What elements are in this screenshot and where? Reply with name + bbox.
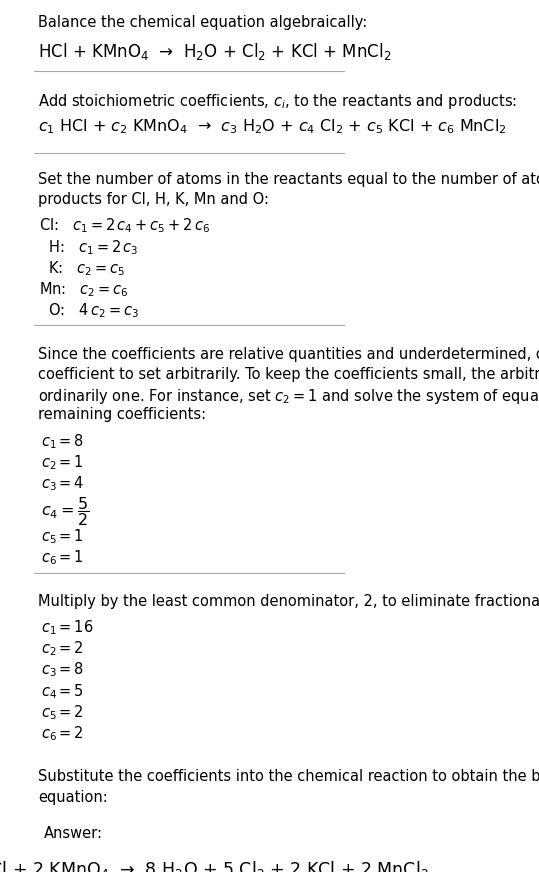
Text: coefficient to set arbitrarily. To keep the coefficients small, the arbitrary va: coefficient to set arbitrarily. To keep … — [38, 367, 539, 382]
Text: O:   $4\,c_2 = c_3$: O: $4\,c_2 = c_3$ — [39, 301, 139, 320]
Text: $c_4 = \dfrac{5}{2}$: $c_4 = \dfrac{5}{2}$ — [41, 495, 89, 528]
Text: Cl:   $c_1 = 2\,c_4 + c_5 + 2\,c_6$: Cl: $c_1 = 2\,c_4 + c_5 + 2\,c_6$ — [39, 217, 210, 235]
Text: $c_3 = 4$: $c_3 = 4$ — [41, 474, 84, 493]
Text: $c_6 = 1$: $c_6 = 1$ — [41, 548, 84, 568]
Text: Multiply by the least common denominator, 2, to eliminate fractional coefficient: Multiply by the least common denominator… — [38, 594, 539, 610]
Text: H:   $c_1 = 2\,c_3$: H: $c_1 = 2\,c_3$ — [39, 238, 139, 256]
Text: $c_1 = 16$: $c_1 = 16$ — [41, 618, 94, 637]
Text: ordinarily one. For instance, set $c_2 = 1$ and solve the system of equations fo: ordinarily one. For instance, set $c_2 =… — [38, 387, 539, 406]
Text: $c_3 = 8$: $c_3 = 8$ — [41, 661, 84, 679]
Text: $c_2 = 2$: $c_2 = 2$ — [41, 639, 84, 658]
Text: Mn:   $c_2 = c_6$: Mn: $c_2 = c_6$ — [39, 280, 129, 299]
Text: Since the coefficients are relative quantities and underdetermined, choose a: Since the coefficients are relative quan… — [38, 346, 539, 362]
Text: HCl + KMnO$_4$  →  H$_2$O + Cl$_2$ + KCl + MnCl$_2$: HCl + KMnO$_4$ → H$_2$O + Cl$_2$ + KCl +… — [38, 41, 391, 62]
Text: 16 HCl + 2 KMnO$_4$  →  8 H$_2$O + 5 Cl$_2$ + 2 KCl + 2 MnCl$_2$: 16 HCl + 2 KMnO$_4$ → 8 H$_2$O + 5 Cl$_2… — [0, 859, 429, 872]
Text: $c_4 = 5$: $c_4 = 5$ — [41, 682, 84, 700]
FancyBboxPatch shape — [36, 815, 343, 872]
Text: Answer:: Answer: — [44, 827, 103, 841]
Text: products for Cl, H, K, Mn and O:: products for Cl, H, K, Mn and O: — [38, 193, 269, 208]
Text: Set the number of atoms in the reactants equal to the number of atoms in the: Set the number of atoms in the reactants… — [38, 172, 539, 187]
Text: Balance the chemical equation algebraically:: Balance the chemical equation algebraica… — [38, 15, 367, 30]
Text: remaining coefficients:: remaining coefficients: — [38, 407, 206, 422]
Text: $c_5 = 2$: $c_5 = 2$ — [41, 703, 84, 722]
Text: K:   $c_2 = c_5$: K: $c_2 = c_5$ — [39, 259, 126, 277]
Text: $c_5 = 1$: $c_5 = 1$ — [41, 528, 84, 546]
Text: equation:: equation: — [38, 790, 108, 805]
Text: $c_6 = 2$: $c_6 = 2$ — [41, 724, 84, 743]
Text: $c_1$ HCl + $c_2$ KMnO$_4$  →  $c_3$ H$_2$O + $c_4$ Cl$_2$ + $c_5$ KCl + $c_6$ M: $c_1$ HCl + $c_2$ KMnO$_4$ → $c_3$ H$_2$… — [38, 118, 507, 136]
Text: Add stoichiometric coefficients, $c_i$, to the reactants and products:: Add stoichiometric coefficients, $c_i$, … — [38, 92, 517, 111]
Text: Substitute the coefficients into the chemical reaction to obtain the balanced: Substitute the coefficients into the che… — [38, 769, 539, 785]
Text: $c_1 = 8$: $c_1 = 8$ — [41, 432, 84, 451]
Text: $c_2 = 1$: $c_2 = 1$ — [41, 453, 84, 472]
